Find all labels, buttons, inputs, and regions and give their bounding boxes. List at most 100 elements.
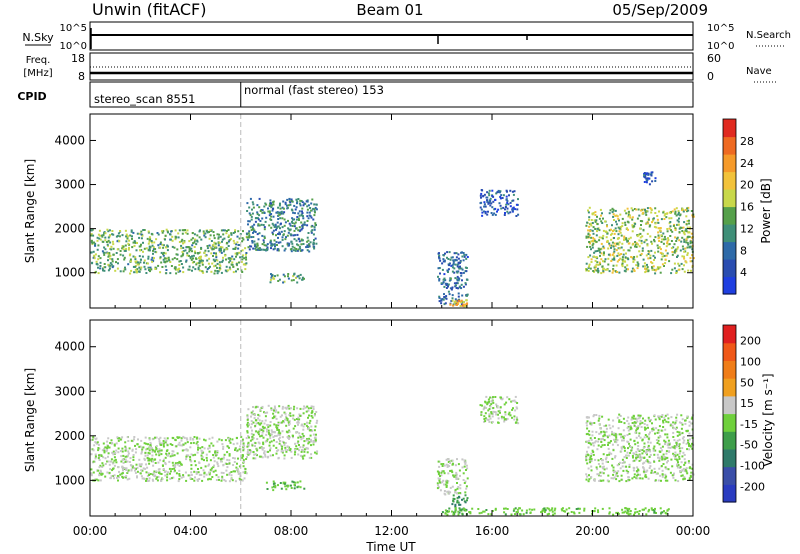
- echo-cell: [155, 470, 158, 473]
- echo-cell: [616, 439, 619, 442]
- echo-cell: [686, 448, 689, 451]
- echo-cell: [586, 420, 589, 423]
- echo-cell: [182, 242, 184, 245]
- echo-cell: [261, 209, 264, 212]
- echo-cell: [218, 263, 221, 266]
- echo-cell: [225, 265, 228, 268]
- echo-cell: [452, 304, 455, 307]
- echo-cell: [99, 261, 102, 264]
- echo-cell: [611, 443, 614, 446]
- echo-cell: [247, 448, 250, 451]
- echo-cell: [437, 484, 440, 487]
- echo-cell: [289, 248, 292, 251]
- echo-cell: [210, 467, 213, 470]
- echo-cell: [213, 234, 215, 237]
- echo-cell: [639, 454, 642, 457]
- echo-cell: [685, 429, 688, 432]
- echo-cell: [141, 234, 144, 237]
- echo-cell: [125, 235, 128, 238]
- echo-cell: [140, 475, 143, 478]
- echo-cell: [465, 464, 468, 467]
- echo-cell: [657, 234, 660, 237]
- echo-cell: [621, 462, 624, 464]
- echo-cell: [302, 444, 305, 447]
- echo-cell: [587, 256, 590, 259]
- echo-cell: [443, 490, 446, 492]
- echo-cell: [683, 240, 686, 243]
- echo-cell: [278, 233, 281, 236]
- echo-cell: [490, 411, 493, 414]
- echo-cell: [447, 283, 450, 286]
- echo-cell: [302, 204, 305, 207]
- echo-cell: [230, 474, 233, 477]
- echo-cell: [124, 446, 127, 449]
- echo-cell: [506, 207, 509, 210]
- echo-cell: [228, 453, 231, 456]
- echo-cell: [286, 431, 289, 434]
- echo-cell: [147, 451, 150, 454]
- echo-cell: [272, 203, 275, 206]
- echo-cell: [129, 258, 132, 261]
- echo-cell: [480, 511, 483, 514]
- echo-cell: [504, 212, 506, 214]
- colorbar-swatch: [723, 224, 736, 243]
- echo-cell: [207, 250, 210, 253]
- echo-cell: [599, 471, 602, 474]
- echo-cell: [464, 491, 467, 494]
- echo-cell: [220, 249, 222, 252]
- echo-cell: [585, 262, 588, 265]
- echo-cell: [601, 507, 604, 510]
- echo-cell: [512, 199, 515, 202]
- echo-cell: [617, 511, 619, 514]
- echo-cell: [599, 427, 602, 430]
- echo-cell: [618, 219, 620, 222]
- echo-cell: [590, 465, 593, 468]
- echo-cell: [260, 422, 263, 425]
- echo-cell: [91, 242, 94, 245]
- echo-cell: [635, 426, 638, 429]
- echo-cell: [188, 254, 190, 257]
- echo-cell: [166, 476, 169, 479]
- echo-cell: [506, 508, 509, 510]
- echo-cell: [482, 408, 485, 411]
- echo-cell: [145, 477, 148, 480]
- echo-cell: [451, 256, 454, 259]
- echo-cell: [620, 446, 623, 449]
- echo-cell: [646, 243, 649, 246]
- echo-cell: [439, 489, 442, 492]
- echo-cell: [219, 246, 222, 248]
- echo-cell: [193, 250, 196, 253]
- echo-cell: [671, 465, 674, 468]
- echo-cell: [154, 462, 157, 464]
- echo-cell: [681, 423, 684, 426]
- colorbar-swatch: [723, 448, 736, 468]
- echo-cell: [678, 447, 681, 450]
- echo-cell: [148, 437, 151, 440]
- echo-cell: [638, 250, 641, 253]
- echo-cell: [146, 466, 149, 469]
- echo-cell: [617, 252, 620, 255]
- echo-cell: [592, 415, 595, 418]
- echo-cell: [121, 447, 124, 450]
- echo-cell: [302, 457, 305, 460]
- echo-cell: [195, 437, 198, 440]
- echo-cell: [596, 267, 599, 270]
- echo-cell: [626, 419, 629, 422]
- echo-cell: [611, 232, 614, 235]
- echo-cell: [623, 434, 626, 437]
- echo-cell: [275, 424, 278, 427]
- echo-cell: [128, 461, 131, 463]
- echo-cell: [281, 206, 284, 209]
- echo-cell: [610, 238, 613, 241]
- echo-cell: [287, 435, 290, 438]
- echo-cell: [170, 265, 173, 267]
- echo-cell: [277, 449, 280, 452]
- echo-cell: [457, 287, 460, 290]
- echo-cell: [233, 258, 236, 261]
- echo-cell: [254, 445, 256, 447]
- echo-cell: [480, 413, 483, 416]
- echo-cell: [642, 258, 645, 261]
- echo-cell: [219, 235, 222, 238]
- echo-cell: [220, 460, 223, 463]
